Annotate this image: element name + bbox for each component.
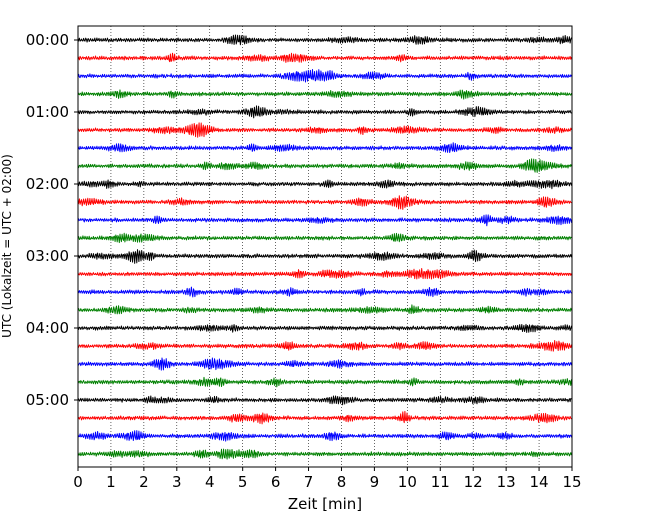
- x-tick-label: 0: [73, 473, 83, 491]
- trace-03-15: [77, 268, 572, 280]
- y-tick-label: 00:00: [26, 31, 69, 49]
- x-tick-label: 9: [370, 473, 380, 491]
- y-tick-label: 05:00: [26, 391, 69, 409]
- trace-05-15: [77, 410, 572, 425]
- trace-01-15: [77, 122, 572, 138]
- x-tick-label: 8: [337, 473, 347, 491]
- x-tick-label: 7: [304, 473, 314, 491]
- x-tick-label: 10: [398, 473, 417, 491]
- x-tick-label: 13: [497, 473, 516, 491]
- trace-00-45: [77, 89, 572, 100]
- trace-02-30: [77, 214, 572, 227]
- trace-04-45: [77, 376, 572, 388]
- x-tick-label: 2: [139, 473, 149, 491]
- trace-00-00: [77, 34, 572, 46]
- trace-05-30: [77, 430, 572, 442]
- seismogram-traces: [77, 34, 572, 460]
- trace-00-30: [77, 69, 572, 83]
- trace-03-45: [77, 304, 572, 315]
- x-tick-label: 6: [271, 473, 281, 491]
- y-tick-label: 01:00: [26, 103, 69, 121]
- trace-04-15: [77, 340, 572, 352]
- trace-01-30: [77, 142, 572, 153]
- x-tick-label: 4: [205, 473, 215, 491]
- trace-01-00: [77, 105, 572, 119]
- trace-02-15: [77, 195, 572, 210]
- plot-frame: [77, 25, 573, 468]
- trace-03-00: [77, 249, 572, 264]
- y-axis-label: UTC (Lokalzeit = UTC + 02:00): [0, 154, 14, 338]
- x-tick-label: 14: [530, 473, 549, 491]
- x-tick-label: 11: [431, 473, 450, 491]
- x-tick-label: 5: [238, 473, 248, 491]
- x-axis-ticks: 0 1 2 3 4 5 6 7 8 9 10 11 12 13 14 15: [73, 467, 582, 491]
- y-tick-label: 04:00: [26, 319, 69, 337]
- trace-01-45: [77, 158, 572, 173]
- y-axis-ticks: 00:00 01:00 02:00 03:00 04:00 05:00: [26, 31, 78, 409]
- x-tick-label: 1: [106, 473, 116, 491]
- trace-00-15: [77, 52, 572, 63]
- trace-04-00: [77, 323, 572, 333]
- x-tick-label: 15: [562, 473, 581, 491]
- x-tick-label: 12: [464, 473, 483, 491]
- x-axis-label: Zeit [min]: [288, 495, 362, 513]
- trace-05-45: [77, 448, 572, 460]
- trace-02-45: [77, 232, 572, 244]
- trace-05-00: [77, 395, 572, 406]
- trace-04-30: [77, 357, 572, 371]
- y-tick-label: 02:00: [26, 175, 69, 193]
- trace-03-30: [77, 286, 572, 298]
- trace-02-00: [77, 179, 572, 190]
- x-tick-label: 3: [172, 473, 182, 491]
- y-tick-label: 03:00: [26, 247, 69, 265]
